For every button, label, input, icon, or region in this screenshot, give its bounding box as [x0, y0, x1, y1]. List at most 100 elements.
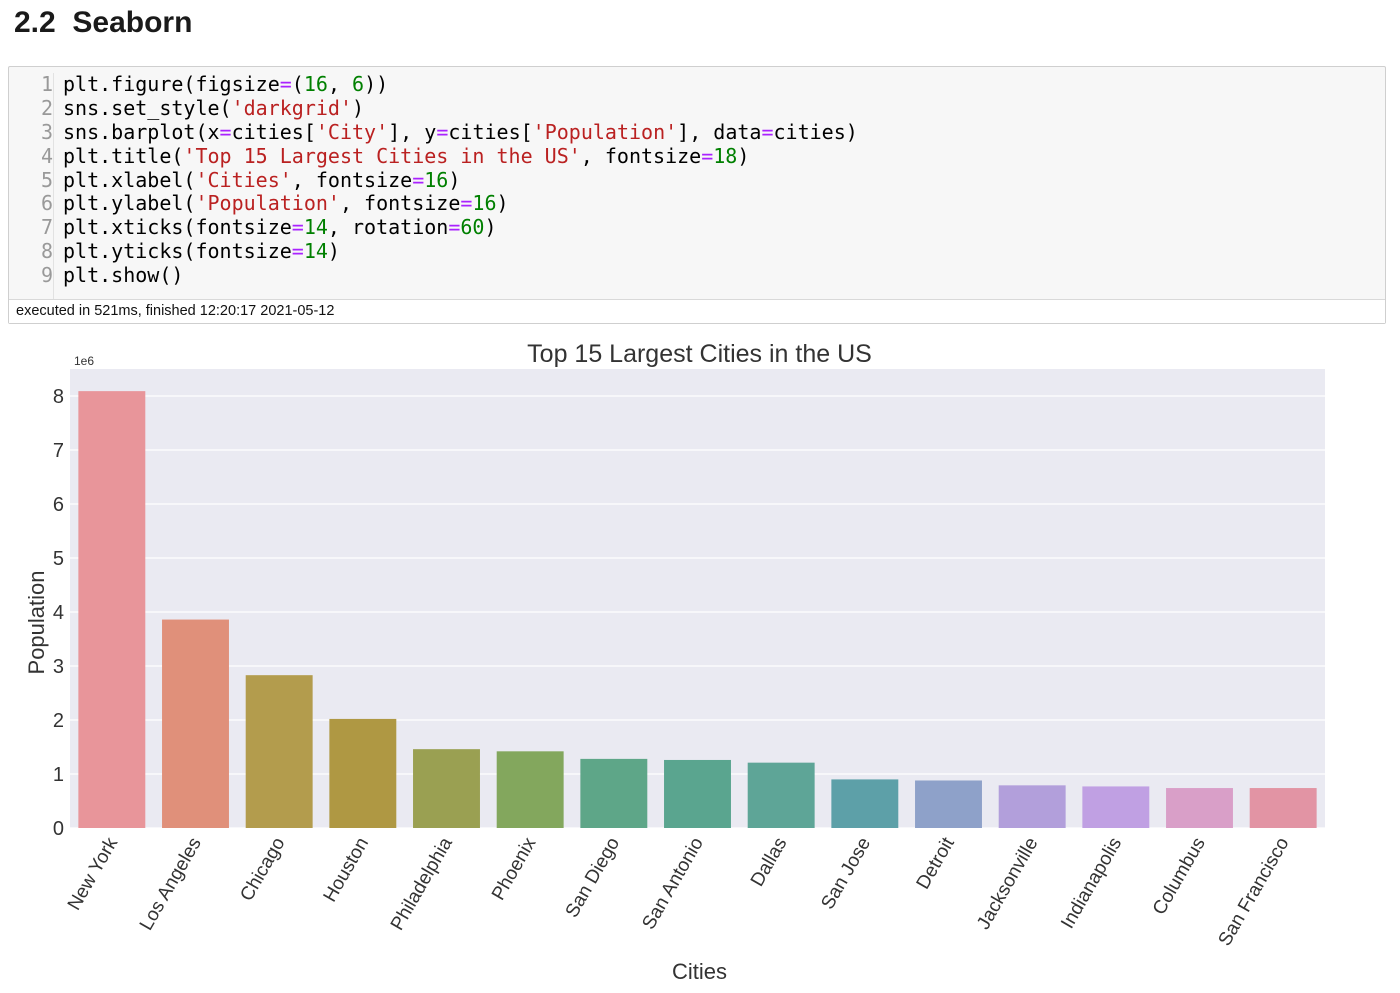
code-cell[interactable]: 1 plt.figure(figsize=(16, 6)) 2 sns.set_sty…: [8, 66, 1386, 324]
code-text: sns.barplot(x=cities['City'], y=cities['…: [63, 119, 858, 145]
code-editor[interactable]: 1 plt.figure(figsize=(16, 6)) 2 sns.set_sty…: [9, 72, 1385, 305]
code-token: 14: [303, 215, 328, 240]
bar: [1166, 788, 1233, 828]
line-number: 3: [40, 119, 53, 144]
section-heading: 2.2 Seaborn: [14, 6, 193, 39]
code-token: , rotation: [327, 215, 449, 240]
code-token: 14: [303, 239, 328, 264]
code-token: =: [761, 119, 774, 144]
code-token: =: [460, 191, 473, 216]
x-tick-label: Columbus: [1149, 834, 1210, 919]
code-token: 'Population': [195, 191, 340, 216]
code-token: 'Top 15 Largest Cities in the US': [183, 143, 581, 168]
y-axis-label: Population: [24, 571, 49, 675]
bars: [78, 391, 1317, 828]
code-text: plt.xticks(fontsize=14, rotation=60): [63, 215, 497, 240]
code-line[interactable]: 1 plt.figure(figsize=(16, 6)): [9, 72, 1385, 97]
code-token: 'darkgrid': [231, 95, 352, 120]
y-tick-label: 2: [53, 710, 64, 732]
code-text: plt.xlabel('Cities', fontsize=16): [63, 167, 460, 193]
code-token: plt.show(): [63, 263, 184, 288]
code-line[interactable]: 9 plt.show(): [9, 263, 1385, 288]
seaborn-bar-chart: 0 1 2 3 4 5 6 7 8 New York Los Angeles Chicago Hous…: [24, 340, 1325, 984]
code-token: =: [291, 239, 304, 264]
code-token: 16: [472, 191, 497, 216]
line-number: 4: [40, 143, 53, 168]
code-token: 'Population': [532, 119, 678, 144]
y-tick-label: 4: [53, 602, 64, 624]
x-tick-label: Dallas: [747, 834, 792, 890]
y-tick-label: 5: [53, 548, 64, 570]
bar: [78, 391, 146, 828]
code-line[interactable]: 6 plt.ylabel('Population', fontsize=16): [9, 192, 1385, 216]
code-token: =: [279, 72, 292, 96]
bar: [1082, 786, 1150, 828]
code-text: plt.figure(figsize=(16, 6)): [63, 72, 389, 97]
bar: [162, 619, 229, 828]
code-token: sns.barplot(x: [63, 119, 220, 144]
code-line[interactable]: 5 plt.xlabel('Cities', fontsize=16): [9, 167, 1385, 193]
code-token: ): [496, 191, 509, 216]
code-token: 'City': [315, 119, 389, 144]
code-token: =: [291, 215, 304, 240]
code-token: =: [701, 143, 714, 168]
code-token: (: [291, 72, 304, 96]
y-tick-label: 1: [53, 764, 64, 786]
line-number: 8: [40, 239, 53, 264]
x-tick-label: Los Angeles: [136, 834, 206, 934]
code-token: plt.ylabel(: [63, 191, 196, 216]
line-number-gutter: [53, 73, 54, 305]
code-line[interactable]: 2 sns.set_style('darkgrid'): [9, 95, 1385, 121]
code-text: plt.yticks(fontsize=14): [63, 239, 340, 264]
x-tick-label: New York: [64, 834, 123, 914]
code-token: ,: [327, 72, 353, 96]
code-token: 6: [352, 72, 365, 96]
x-tick-label: Philadelphia: [387, 834, 457, 935]
execution-status: executed in 521ms, finished 12:20:17 202…: [9, 299, 1385, 323]
code-token: plt.figure(figsize: [63, 72, 280, 96]
code-text: sns.set_style('darkgrid'): [63, 95, 364, 121]
line-number: 2: [40, 95, 53, 120]
y-tick-labels: 0 1 2 3 4 5 6 7 8: [53, 386, 64, 840]
code-token: 'Cities': [195, 167, 292, 192]
y-tick-label: 8: [53, 386, 64, 408]
code-line[interactable]: 3 sns.barplot(x=cities['City'], y=cities[…: [9, 119, 1385, 145]
code-token: ], y: [388, 119, 437, 144]
code-token: sns.set_style(: [63, 95, 232, 120]
code-token: , fontsize: [291, 167, 413, 192]
y-tick-label: 7: [53, 440, 64, 462]
bar: [329, 718, 397, 828]
x-tick-label: Phoenix: [488, 834, 541, 904]
code-line[interactable]: 8 plt.yticks(fontsize=14): [9, 239, 1385, 264]
x-tick-label: San Antonio: [638, 834, 707, 933]
x-axis-label: Cities: [672, 959, 727, 984]
line-number: 6: [40, 191, 53, 216]
code-token: cities): [773, 119, 858, 144]
y-tick-label: 0: [53, 818, 64, 840]
x-tick-label: San Francisco: [1215, 834, 1294, 950]
code-token: =: [219, 119, 232, 144]
line-number: 5: [40, 167, 53, 192]
bar: [747, 762, 815, 828]
code-token: =: [412, 167, 425, 192]
x-tick-labels: New York Los Angeles Chicago Houston Philade…: [64, 833, 1294, 949]
bar: [998, 785, 1066, 828]
code-line[interactable]: 7 plt.xticks(fontsize=14, rotation=60): [9, 215, 1385, 240]
code-token: , fontsize: [339, 191, 461, 216]
code-token: plt.yticks(fontsize: [63, 239, 292, 264]
code-token: =: [436, 119, 449, 144]
x-tick-label: Jacksonville: [973, 834, 1042, 933]
code-token: 16: [303, 72, 328, 96]
code-token: )): [364, 72, 389, 96]
code-token: ): [327, 239, 340, 264]
code-token: 18: [713, 143, 738, 168]
bar: [245, 675, 313, 828]
line-number: 1: [40, 72, 53, 96]
code-line[interactable]: 4 plt.title('Top 15 Largest Cities in the…: [9, 143, 1385, 169]
bar: [831, 779, 899, 828]
code-token: cities[: [448, 119, 533, 144]
code-token: 60: [460, 215, 485, 240]
bar: [496, 751, 564, 828]
code-token: , fontsize: [580, 143, 702, 168]
x-tick-label: Detroit: [913, 833, 960, 893]
